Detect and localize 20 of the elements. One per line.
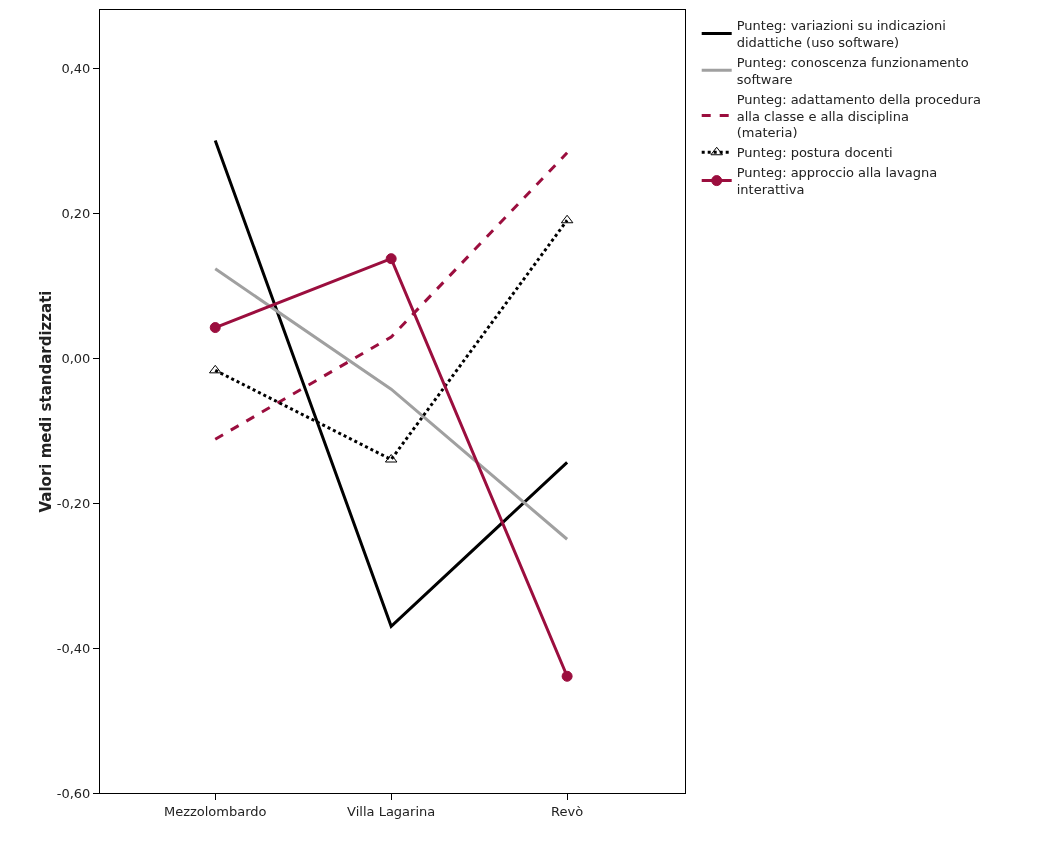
legend-label: Punteg: adattamento della procedura alla classe e alla disciplina (materia) <box>736 91 981 141</box>
point <box>208 364 222 374</box>
point <box>209 322 221 334</box>
point <box>560 214 574 224</box>
x-tick-label: Mezzolombardo <box>163 803 267 819</box>
legend-label: Punteg: variazioni su indicazioni didattiche (uso software) <box>736 18 946 50</box>
legend-label: Punteg: postura docenti <box>736 145 893 161</box>
y-tick-label: 0,20 <box>61 205 91 221</box>
y-tick-label: 0,00 <box>61 350 91 366</box>
legend-label: Punteg: approccio alla lavagna interattiva <box>736 165 938 198</box>
y-axis-title: Valori medi standardizzati <box>36 290 55 513</box>
x-tick-label: Revò <box>551 803 584 819</box>
point <box>385 253 397 265</box>
y-tick-label: -0,20 <box>56 495 91 511</box>
y-tick-label: -0,40 <box>56 640 91 656</box>
point <box>561 670 573 682</box>
legend-label: Punteg: conoscenza funzionamento software <box>736 54 969 87</box>
x-tick-label: Villa Lagarina <box>347 803 436 819</box>
y-tick-label: 0,40 <box>61 60 91 76</box>
y-tick-label: -0,60 <box>56 785 91 801</box>
